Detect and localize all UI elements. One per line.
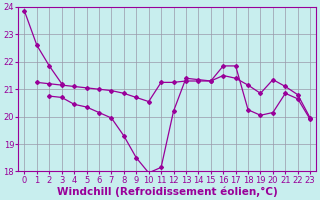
X-axis label: Windchill (Refroidissement éolien,°C): Windchill (Refroidissement éolien,°C) (57, 186, 278, 197)
